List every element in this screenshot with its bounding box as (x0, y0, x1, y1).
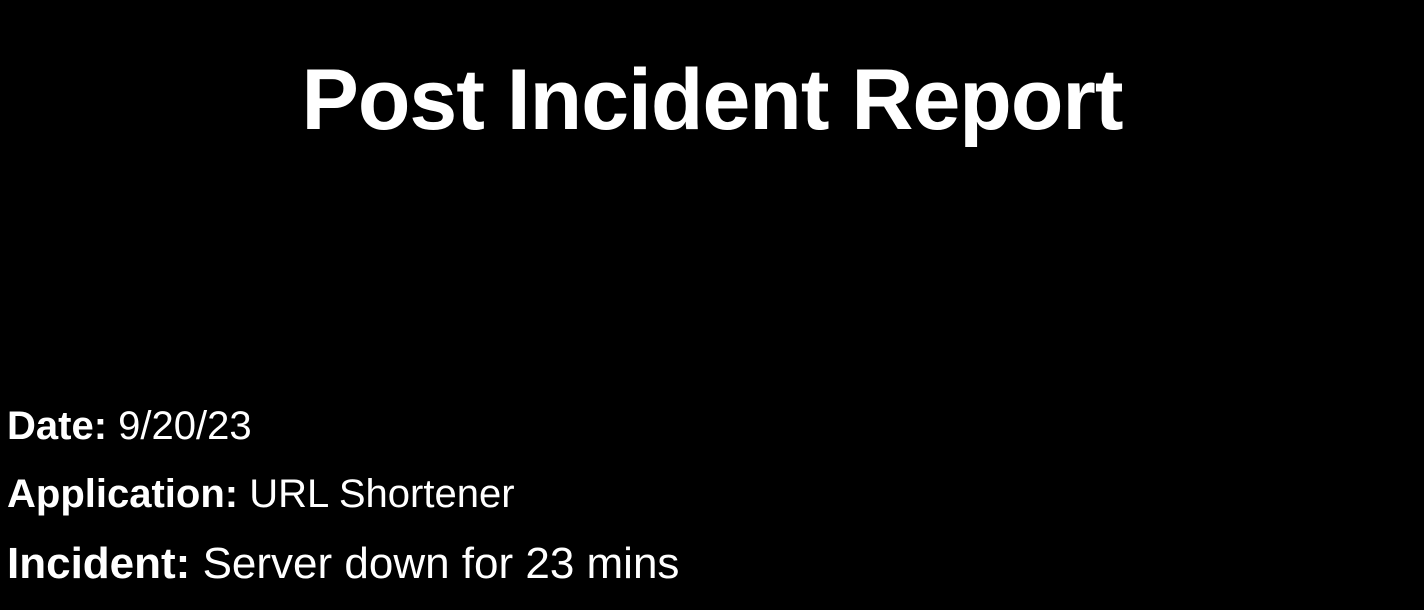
application-field: Application: URL Shortener (7, 468, 679, 520)
date-value: 9/20/23 (118, 404, 252, 448)
page-title: Post Incident Report (301, 52, 1124, 148)
application-label: Application: (7, 472, 239, 516)
incident-label: Incident: (7, 539, 191, 588)
report-fields: Date: 9/20/23 Application: URL Shortener… (7, 400, 679, 592)
incident-value: Server down for 23 mins (202, 539, 680, 588)
date-field: Date: 9/20/23 (7, 400, 679, 452)
date-label: Date: (7, 404, 108, 448)
application-value: URL Shortener (249, 472, 515, 516)
incident-field: Incident: Server down for 23 mins (7, 536, 679, 592)
